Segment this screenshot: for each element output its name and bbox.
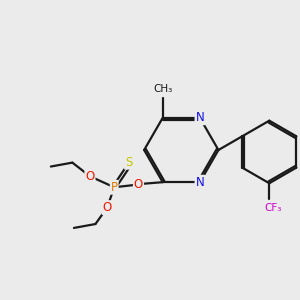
Text: N: N — [196, 176, 204, 189]
Text: O: O — [103, 201, 112, 214]
Text: S: S — [125, 156, 132, 169]
Text: CH₃: CH₃ — [153, 84, 172, 94]
Text: O: O — [134, 178, 143, 190]
Text: P: P — [111, 181, 118, 194]
Text: N: N — [196, 111, 204, 124]
Text: O: O — [85, 170, 94, 183]
Text: CF₃: CF₃ — [265, 203, 282, 213]
